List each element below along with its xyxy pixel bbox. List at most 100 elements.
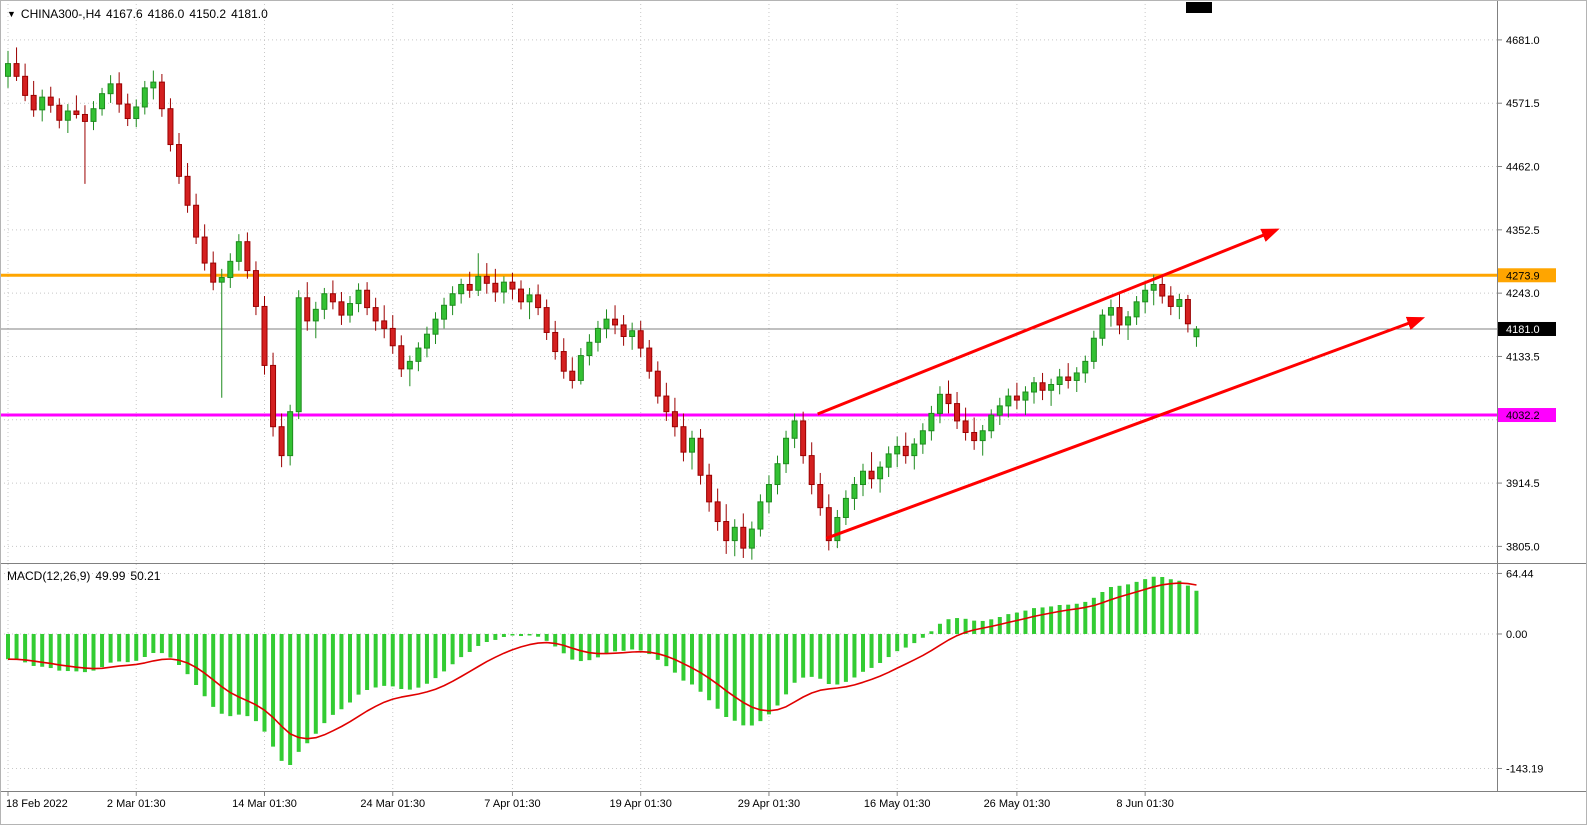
candle — [261, 296, 268, 375]
low-value: 4150.2 — [189, 7, 227, 21]
candle — [817, 472, 824, 516]
candle — [1193, 326, 1200, 347]
candle — [1116, 293, 1123, 335]
candle — [877, 461, 884, 493]
candle — [800, 411, 807, 464]
candle — [860, 463, 866, 497]
candle — [22, 63, 29, 102]
candle — [398, 335, 405, 377]
candles-layer — [5, 47, 1200, 560]
time-scale-label: 16 May 01:30 — [864, 798, 931, 810]
grid — [0, 0, 1497, 790]
time-scale[interactable] — [7, 792, 1146, 796]
candle — [894, 436, 901, 468]
candle — [5, 50, 11, 88]
candle — [569, 357, 576, 389]
candle — [594, 320, 601, 352]
candle — [193, 193, 200, 244]
candle — [748, 521, 755, 560]
candle — [945, 380, 952, 414]
candle — [312, 301, 319, 339]
candle — [1022, 386, 1029, 416]
candle — [415, 342, 422, 372]
price-scale-label: 4462.0 — [1506, 162, 1540, 174]
hline-price-tag-label: 4273.9 — [1506, 270, 1540, 282]
candle — [697, 429, 704, 485]
candle — [304, 282, 311, 331]
candle — [509, 272, 516, 300]
candle — [552, 320, 559, 360]
candle — [184, 163, 191, 213]
candle — [201, 224, 208, 271]
candle — [124, 93, 131, 127]
candle — [851, 477, 858, 510]
candle — [483, 263, 490, 294]
price-scale-label: 3914.5 — [1506, 478, 1540, 490]
candle — [13, 47, 20, 81]
candle — [30, 80, 37, 117]
trend-arrow-object[interactable] — [817, 228, 1280, 416]
candle — [99, 87, 106, 116]
candle — [612, 305, 619, 335]
candle — [834, 509, 841, 549]
candle — [218, 268, 225, 398]
candle — [774, 455, 781, 495]
time-scale-label: 8 Jun 01:30 — [1116, 798, 1174, 810]
candle — [962, 407, 969, 441]
candle — [492, 268, 499, 302]
macd-histogram — [6, 576, 1199, 765]
macd-signal-line — [7, 582, 1197, 740]
candle — [364, 282, 371, 316]
candle — [406, 355, 413, 387]
candle — [338, 291, 345, 325]
candle — [449, 286, 456, 316]
candle — [295, 290, 302, 420]
candle — [39, 89, 46, 122]
candle — [629, 322, 636, 350]
candle — [603, 309, 610, 339]
candle — [458, 278, 465, 304]
time-scale-label: 2 Mar 01:30 — [107, 798, 166, 810]
macd-value: 49.99 — [95, 569, 126, 583]
candle — [278, 413, 285, 468]
candle — [577, 348, 584, 385]
candle — [825, 494, 832, 551]
candle — [167, 98, 174, 152]
candle — [389, 315, 396, 354]
time-scale-label: 19 Apr 01:30 — [610, 798, 672, 810]
candle — [329, 280, 336, 310]
candle — [73, 95, 80, 119]
macd-scale-label: 0.00 — [1506, 629, 1527, 641]
candle — [47, 86, 54, 113]
candle — [158, 74, 165, 117]
macd-label: MACD(12,26,9) — [7, 569, 91, 583]
candle — [1090, 330, 1097, 369]
candle — [441, 297, 448, 329]
symbol-dropdown-icon[interactable]: ▼ — [7, 9, 16, 19]
candle — [731, 519, 738, 557]
hline-price-tag — [1498, 408, 1556, 423]
time-scale-label: 29 Apr 01:30 — [738, 798, 800, 810]
open-value: 4167.6 — [105, 7, 143, 21]
macd-header: MACD(12,26,9) 49.99 50.21 — [7, 569, 165, 583]
candle — [979, 424, 986, 456]
high-value: 4186.0 — [147, 7, 185, 21]
candle — [757, 494, 764, 537]
candle — [1065, 363, 1072, 389]
candle — [1167, 286, 1174, 316]
chart-shift-marker[interactable] — [1186, 2, 1212, 13]
candle — [518, 280, 524, 310]
candle — [911, 438, 918, 470]
price-scale[interactable] — [1498, 39, 1556, 769]
candle — [1133, 296, 1140, 325]
candle — [689, 430, 695, 470]
candle — [107, 75, 114, 103]
time-scale-label: 26 May 01:30 — [984, 798, 1051, 810]
candle — [620, 315, 627, 346]
candle — [1005, 388, 1012, 418]
hline-price-tag-label: 4032.2 — [1506, 410, 1540, 422]
candle — [133, 99, 140, 128]
trend-arrow-object[interactable] — [825, 316, 1426, 540]
candle — [244, 232, 251, 279]
